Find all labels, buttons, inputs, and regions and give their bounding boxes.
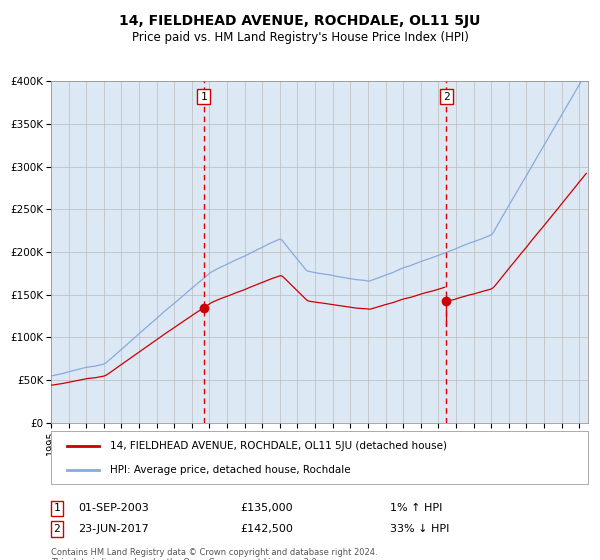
- Text: £142,500: £142,500: [240, 524, 293, 534]
- Text: 14, FIELDHEAD AVENUE, ROCHDALE, OL11 5JU: 14, FIELDHEAD AVENUE, ROCHDALE, OL11 5JU: [119, 14, 481, 28]
- Text: 23-JUN-2017: 23-JUN-2017: [78, 524, 149, 534]
- Text: 2: 2: [443, 92, 450, 101]
- Text: 2: 2: [53, 524, 61, 534]
- Text: 01-SEP-2003: 01-SEP-2003: [78, 503, 149, 514]
- Text: 1% ↑ HPI: 1% ↑ HPI: [390, 503, 442, 514]
- Text: 1: 1: [53, 503, 61, 514]
- Text: 33% ↓ HPI: 33% ↓ HPI: [390, 524, 449, 534]
- Text: 1: 1: [200, 92, 207, 101]
- Text: Contains HM Land Registry data © Crown copyright and database right 2024.
This d: Contains HM Land Registry data © Crown c…: [51, 548, 377, 560]
- Text: £135,000: £135,000: [240, 503, 293, 514]
- Text: Price paid vs. HM Land Registry's House Price Index (HPI): Price paid vs. HM Land Registry's House …: [131, 31, 469, 44]
- Text: 14, FIELDHEAD AVENUE, ROCHDALE, OL11 5JU (detached house): 14, FIELDHEAD AVENUE, ROCHDALE, OL11 5JU…: [110, 441, 447, 451]
- Text: HPI: Average price, detached house, Rochdale: HPI: Average price, detached house, Roch…: [110, 464, 350, 474]
